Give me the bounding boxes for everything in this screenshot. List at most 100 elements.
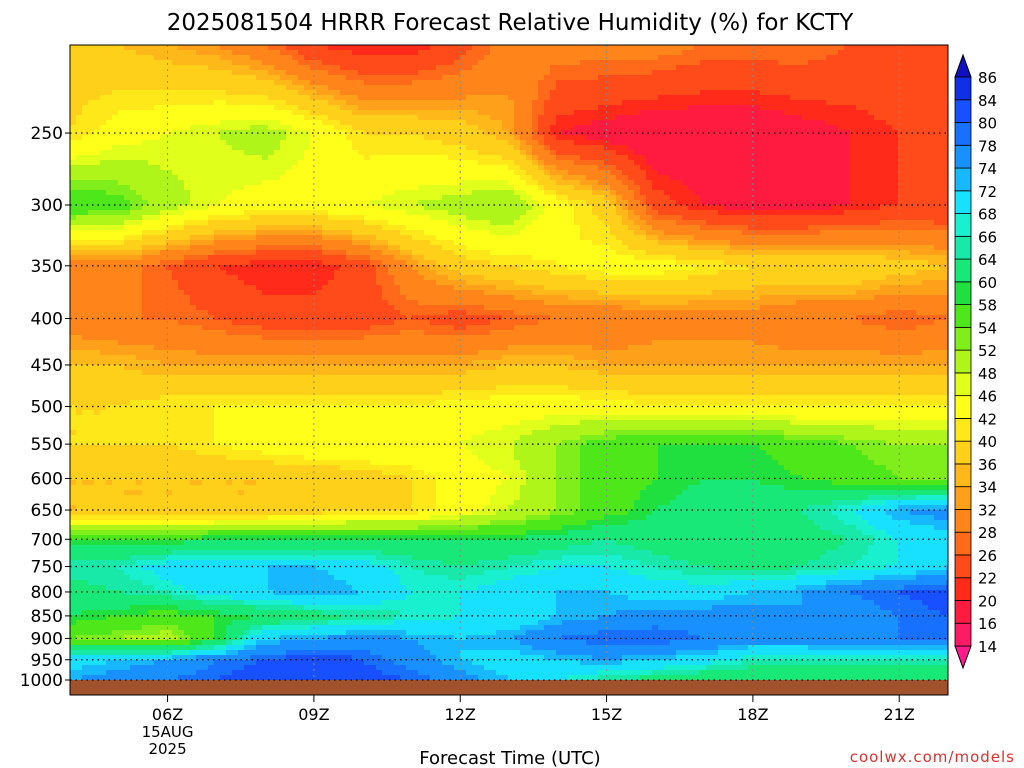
rh-cell — [472, 135, 479, 141]
rh-cell — [868, 175, 875, 181]
rh-cell — [244, 95, 251, 101]
rh-cell — [730, 125, 737, 131]
rh-cell — [370, 85, 377, 91]
rh-cell — [622, 75, 629, 81]
rh-cell — [682, 125, 689, 131]
rh-cell — [184, 100, 191, 106]
rh-cell — [694, 105, 701, 111]
rh-cell — [742, 50, 749, 56]
rh-cell — [280, 150, 287, 156]
rh-cell — [370, 180, 377, 186]
rh-cell — [460, 160, 467, 166]
rh-cell — [376, 75, 383, 81]
rh-cell — [760, 170, 767, 176]
rh-cell — [148, 85, 155, 91]
rh-cell — [268, 110, 275, 116]
rh-cell — [778, 170, 785, 176]
rh-cell — [358, 105, 365, 111]
rh-cell — [598, 50, 605, 56]
rh-cell — [382, 200, 389, 206]
rh-cell — [622, 50, 629, 56]
rh-cell — [190, 90, 197, 96]
rh-cell — [520, 70, 527, 76]
rh-cell — [916, 210, 923, 216]
rh-cell — [874, 120, 881, 126]
rh-cell — [466, 190, 473, 196]
rh-cell — [946, 45, 953, 51]
rh-cell — [658, 120, 665, 126]
rh-cell — [814, 100, 821, 106]
rh-cell — [478, 105, 485, 111]
rh-cell — [760, 95, 767, 101]
rh-cell — [730, 160, 737, 166]
rh-cell — [910, 195, 917, 201]
rh-cell — [592, 210, 599, 216]
rh-cell — [304, 145, 311, 151]
rh-cell — [880, 185, 887, 191]
rh-cell — [226, 85, 233, 91]
rh-cell — [766, 65, 773, 71]
rh-cell — [136, 50, 143, 56]
rh-cell — [712, 150, 719, 156]
rh-cell — [556, 190, 563, 196]
rh-cell — [544, 115, 551, 121]
rh-cell — [202, 140, 209, 146]
rh-cell — [310, 195, 317, 201]
rh-cell — [238, 160, 245, 166]
rh-cell — [526, 75, 533, 81]
rh-cell — [664, 75, 671, 81]
rh-cell — [490, 175, 497, 181]
rh-cell — [322, 110, 329, 116]
rh-cell — [868, 85, 875, 91]
rh-cell — [814, 190, 821, 196]
rh-cell — [616, 125, 623, 131]
rh-cell — [214, 210, 221, 216]
rh-cell — [580, 140, 587, 146]
rh-cell — [826, 85, 833, 91]
rh-cell — [532, 170, 539, 176]
rh-cell — [904, 120, 911, 126]
rh-cell — [796, 60, 803, 66]
rh-cell — [928, 75, 935, 81]
rh-cell — [820, 140, 827, 146]
rh-cell — [274, 205, 281, 211]
rh-cell — [610, 185, 617, 191]
rh-cell — [658, 150, 665, 156]
rh-cell — [388, 200, 395, 206]
rh-cell — [826, 135, 833, 141]
rh-cell — [196, 145, 203, 151]
rh-cell — [646, 135, 653, 141]
rh-cell — [292, 65, 299, 71]
rh-cell — [844, 90, 851, 96]
rh-cell — [688, 110, 695, 116]
rh-cell — [280, 175, 287, 181]
rh-cell — [784, 55, 791, 61]
rh-cell — [82, 80, 89, 86]
rh-cell — [316, 65, 323, 71]
rh-cell — [184, 140, 191, 146]
rh-cell — [658, 170, 665, 176]
rh-cell — [628, 90, 635, 96]
rh-cell — [172, 90, 179, 96]
rh-cell — [550, 125, 557, 131]
rh-cell — [622, 195, 629, 201]
rh-cell — [940, 170, 947, 176]
rh-cell — [712, 145, 719, 151]
rh-cell — [670, 205, 677, 211]
rh-cell — [520, 160, 527, 166]
rh-cell — [502, 100, 509, 106]
rh-cell — [616, 165, 623, 171]
rh-cell — [718, 155, 725, 161]
rh-cell — [754, 85, 761, 91]
rh-cell — [724, 75, 731, 81]
rh-cell — [394, 210, 401, 216]
rh-cell — [904, 110, 911, 116]
rh-cell — [262, 190, 269, 196]
rh-cell — [382, 205, 389, 211]
rh-cell — [892, 110, 899, 116]
rh-cell — [100, 45, 107, 51]
rh-cell — [298, 95, 305, 101]
rh-cell — [892, 170, 899, 176]
rh-cell — [352, 155, 359, 161]
rh-cell — [118, 65, 125, 71]
